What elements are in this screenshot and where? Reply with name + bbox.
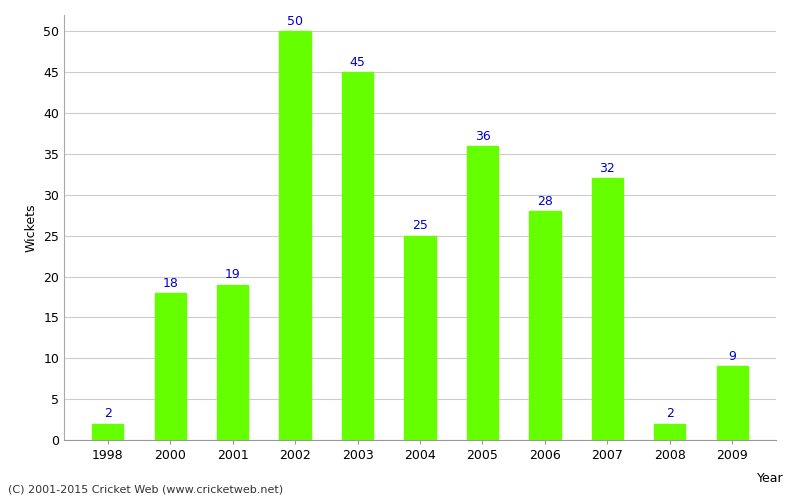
Bar [154, 293, 186, 440]
Text: 18: 18 [162, 276, 178, 289]
Bar [342, 72, 373, 440]
Bar [217, 284, 248, 440]
Text: 2: 2 [666, 408, 674, 420]
Bar [467, 146, 498, 440]
Text: 32: 32 [599, 162, 615, 175]
Text: 45: 45 [350, 56, 366, 69]
Text: (C) 2001-2015 Cricket Web (www.cricketweb.net): (C) 2001-2015 Cricket Web (www.cricketwe… [8, 485, 283, 495]
Y-axis label: Wickets: Wickets [25, 203, 38, 252]
Text: 28: 28 [537, 195, 553, 208]
Bar [279, 32, 310, 440]
Text: 9: 9 [728, 350, 736, 363]
Bar [92, 424, 123, 440]
Bar [530, 211, 561, 440]
Text: 2: 2 [104, 408, 112, 420]
Bar [654, 424, 686, 440]
Text: 25: 25 [412, 220, 428, 232]
Bar [717, 366, 748, 440]
Text: 50: 50 [287, 15, 303, 28]
Text: Year: Year [758, 472, 784, 486]
Bar [404, 236, 436, 440]
Bar [592, 178, 623, 440]
Text: 36: 36 [474, 130, 490, 142]
Text: 19: 19 [225, 268, 241, 281]
